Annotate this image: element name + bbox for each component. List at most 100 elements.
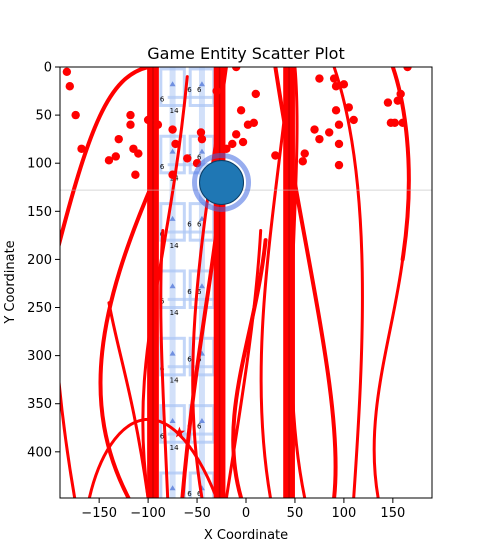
entity-point [143,115,153,125]
map-bridge [167,297,217,301]
entity-point [300,149,309,158]
tile-label: 14 [170,377,179,385]
x-axis-ticks: −150 −100 −50 0 50 100 150 [81,498,405,521]
tile-label: 6 [197,153,202,161]
tile-label: 6 [187,490,192,498]
entity-point [232,130,241,139]
entity-point [111,152,121,161]
player-ring [192,152,252,212]
tile-marker [198,81,205,87]
entity-point [334,139,344,149]
y-axis-ticks: 0 50 100 150 200 250 300 350 400 [27,61,60,460]
entity-point [344,103,353,112]
x-tick-label: 100 [331,506,356,521]
entity-columns-layer [147,67,295,498]
entity-point [212,86,221,96]
entity-trail [224,229,263,498]
y-tick-label: 0 [44,61,52,76]
entity-point [249,118,259,127]
tile-label: 14 [170,444,179,452]
entity-point [77,144,86,153]
entity-point [315,134,324,144]
entity-point [396,89,405,99]
entity-trail [98,180,155,498]
entity-point [126,120,135,129]
star-marker [173,426,186,438]
tile-label: 6 [197,86,202,94]
tile-label: 6 [160,163,165,171]
x-tick-label: −50 [183,506,210,521]
entity-point [271,151,280,160]
tile-label: 6 [197,221,202,229]
tile-label: 14 [170,511,179,519]
entity-point [183,154,192,163]
entity-trail [390,67,411,262]
tile-marker [198,148,205,154]
entity-point [196,128,206,137]
tile-marker [169,81,176,87]
y-tick-label: 400 [27,445,52,460]
map-bridge [167,432,217,436]
entity-trail [60,67,151,249]
entity-point [331,82,341,91]
entity-point [325,128,334,137]
entity-point [251,89,260,99]
entity-point [134,149,143,158]
entity-point [390,118,399,127]
x-axis-label: X Coordinate [204,528,288,543]
entity-point [393,96,402,105]
entity-trail [60,376,77,498]
y-tick-label: 50 [35,109,52,124]
entity-point [236,106,246,115]
tile-marker [169,283,176,289]
entity-point [349,115,358,125]
x-tick-label: 0 [242,506,250,521]
tile-label: 6 [187,86,192,94]
tile-marker [169,417,176,423]
tile-marker [198,417,205,423]
entity-point [331,106,341,115]
entity-points-layer [62,67,412,438]
chart-title: Game Entity Scatter Plot [147,44,344,63]
tile-label: 6 [187,221,192,229]
entity-point [62,67,72,77]
tile-label: 14 [170,309,179,317]
y-tick-label: 250 [27,301,52,316]
tile-label: 6 [160,432,165,440]
entity-point [222,144,231,153]
tile-label: 6 [197,423,202,431]
tile-marker [169,148,176,154]
tile-label: 6 [197,490,202,498]
entity-trail [180,228,219,498]
tile-marker [169,350,176,356]
tile-label: 6 [160,96,165,104]
tile-label: 14 [170,242,179,250]
y-tick-label: 350 [27,397,52,412]
entity-point [168,125,177,134]
entity-point [104,156,114,165]
entity-point [153,120,163,129]
player-layer [192,152,252,212]
entity-trail [372,257,405,498]
entity-point [383,98,393,107]
entity-point [131,170,140,179]
tile-label: 6 [197,288,202,296]
entity-point [71,110,80,120]
map-bridge [168,500,217,503]
entity-point [168,170,177,179]
entity-point [171,139,180,149]
x-tick-label: 150 [380,506,405,521]
entity-point [329,74,339,83]
entity-point [197,134,207,144]
y-tick-label: 300 [27,349,52,364]
tile-label: 6 [160,298,165,306]
entity-point [315,74,324,83]
entity-point [65,82,74,91]
map-bridge [167,95,217,99]
entity-point [334,120,344,129]
y-axis-label: Y Coordinate [3,240,18,324]
entity-point [228,139,237,149]
entity-trail [231,238,268,498]
